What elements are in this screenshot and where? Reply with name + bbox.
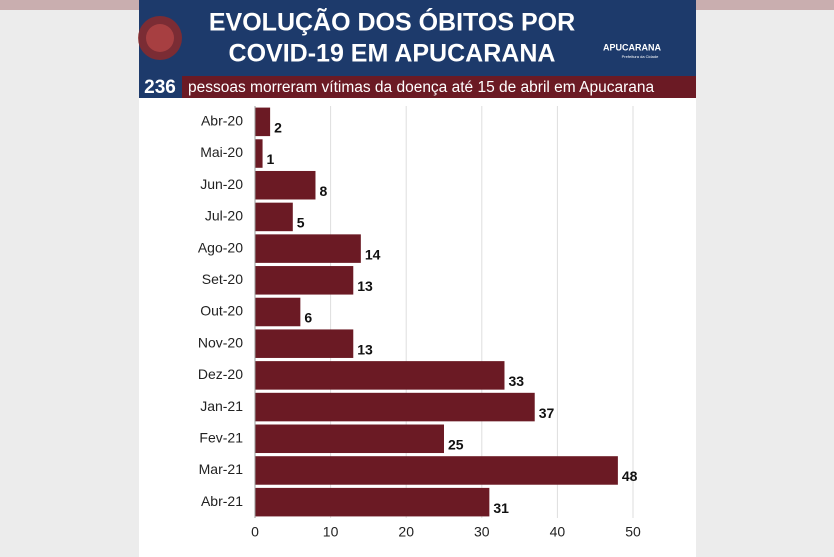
bar (255, 266, 354, 295)
y-tick-label: Jun-20 (200, 176, 243, 192)
bar (255, 107, 271, 137)
y-tick-label: Mar-21 (199, 461, 244, 477)
bar (255, 202, 293, 232)
value-label: 5 (297, 215, 305, 231)
logo-subtext: Prefeitura da Cidade (622, 54, 659, 59)
value-label: 14 (365, 246, 381, 262)
plot: 0 10 20 30 40 50 Abr-20 2 Mai-20 1 Jun-20 8 Jul-20 5 A… (198, 106, 641, 540)
bar (255, 329, 354, 358)
y-tick-label: Set-20 (202, 271, 243, 287)
value-label: 13 (357, 278, 373, 294)
value-label: 1 (267, 151, 275, 167)
value-label: 33 (508, 373, 524, 389)
x-tick-label: 30 (474, 524, 490, 540)
x-tick-label: 20 (398, 524, 414, 540)
value-label: 48 (622, 468, 638, 484)
bar (255, 234, 361, 263)
subtitle-number-box (139, 76, 182, 98)
bar (255, 487, 490, 517)
y-tick-label: Mai-20 (200, 144, 243, 160)
logo-text: APUCARANA (603, 42, 661, 52)
header (139, 0, 696, 76)
x-tick-label: 10 (323, 524, 339, 540)
y-tick-label: Fev-21 (199, 429, 243, 445)
value-label: 37 (539, 405, 555, 421)
value-label: 2 (274, 120, 282, 136)
value-label: 6 (304, 310, 312, 326)
x-tick-label: 40 (550, 524, 566, 540)
value-label: 8 (319, 183, 327, 199)
subtitle-bar (139, 76, 696, 98)
bar (255, 361, 505, 390)
y-tick-label: Abr-21 (201, 493, 243, 509)
bar (255, 392, 535, 422)
value-label: 13 (357, 341, 373, 357)
subtitle-number: 236 (144, 77, 176, 98)
y-tick-label: Dez-20 (198, 366, 243, 382)
bar (255, 297, 301, 327)
title-line: COVID-19 EM APUCARANA (229, 40, 556, 68)
x-tick-label: 50 (625, 524, 641, 540)
title-line: EVOLUÇÃO DOS ÓBITOS POR (209, 7, 575, 37)
y-tick-label: Jan-21 (200, 398, 243, 414)
x-tick-label: 0 (251, 524, 259, 540)
y-tick-label: Out-20 (200, 303, 243, 319)
y-tick-label: Nov-20 (198, 334, 243, 350)
value-label: 31 (493, 500, 509, 516)
y-tick-label: Ago-20 (198, 239, 243, 255)
y-tick-label: Abr-20 (201, 113, 243, 129)
bar (255, 456, 618, 485)
bar (255, 170, 316, 200)
bar (255, 424, 444, 454)
y-tick-label: Jul-20 (205, 208, 243, 224)
virus-icon-core (146, 24, 174, 52)
bar (255, 139, 263, 168)
value-label: 25 (448, 436, 464, 452)
subtitle: pessoas morreram vítimas da doença até 1… (188, 79, 654, 96)
